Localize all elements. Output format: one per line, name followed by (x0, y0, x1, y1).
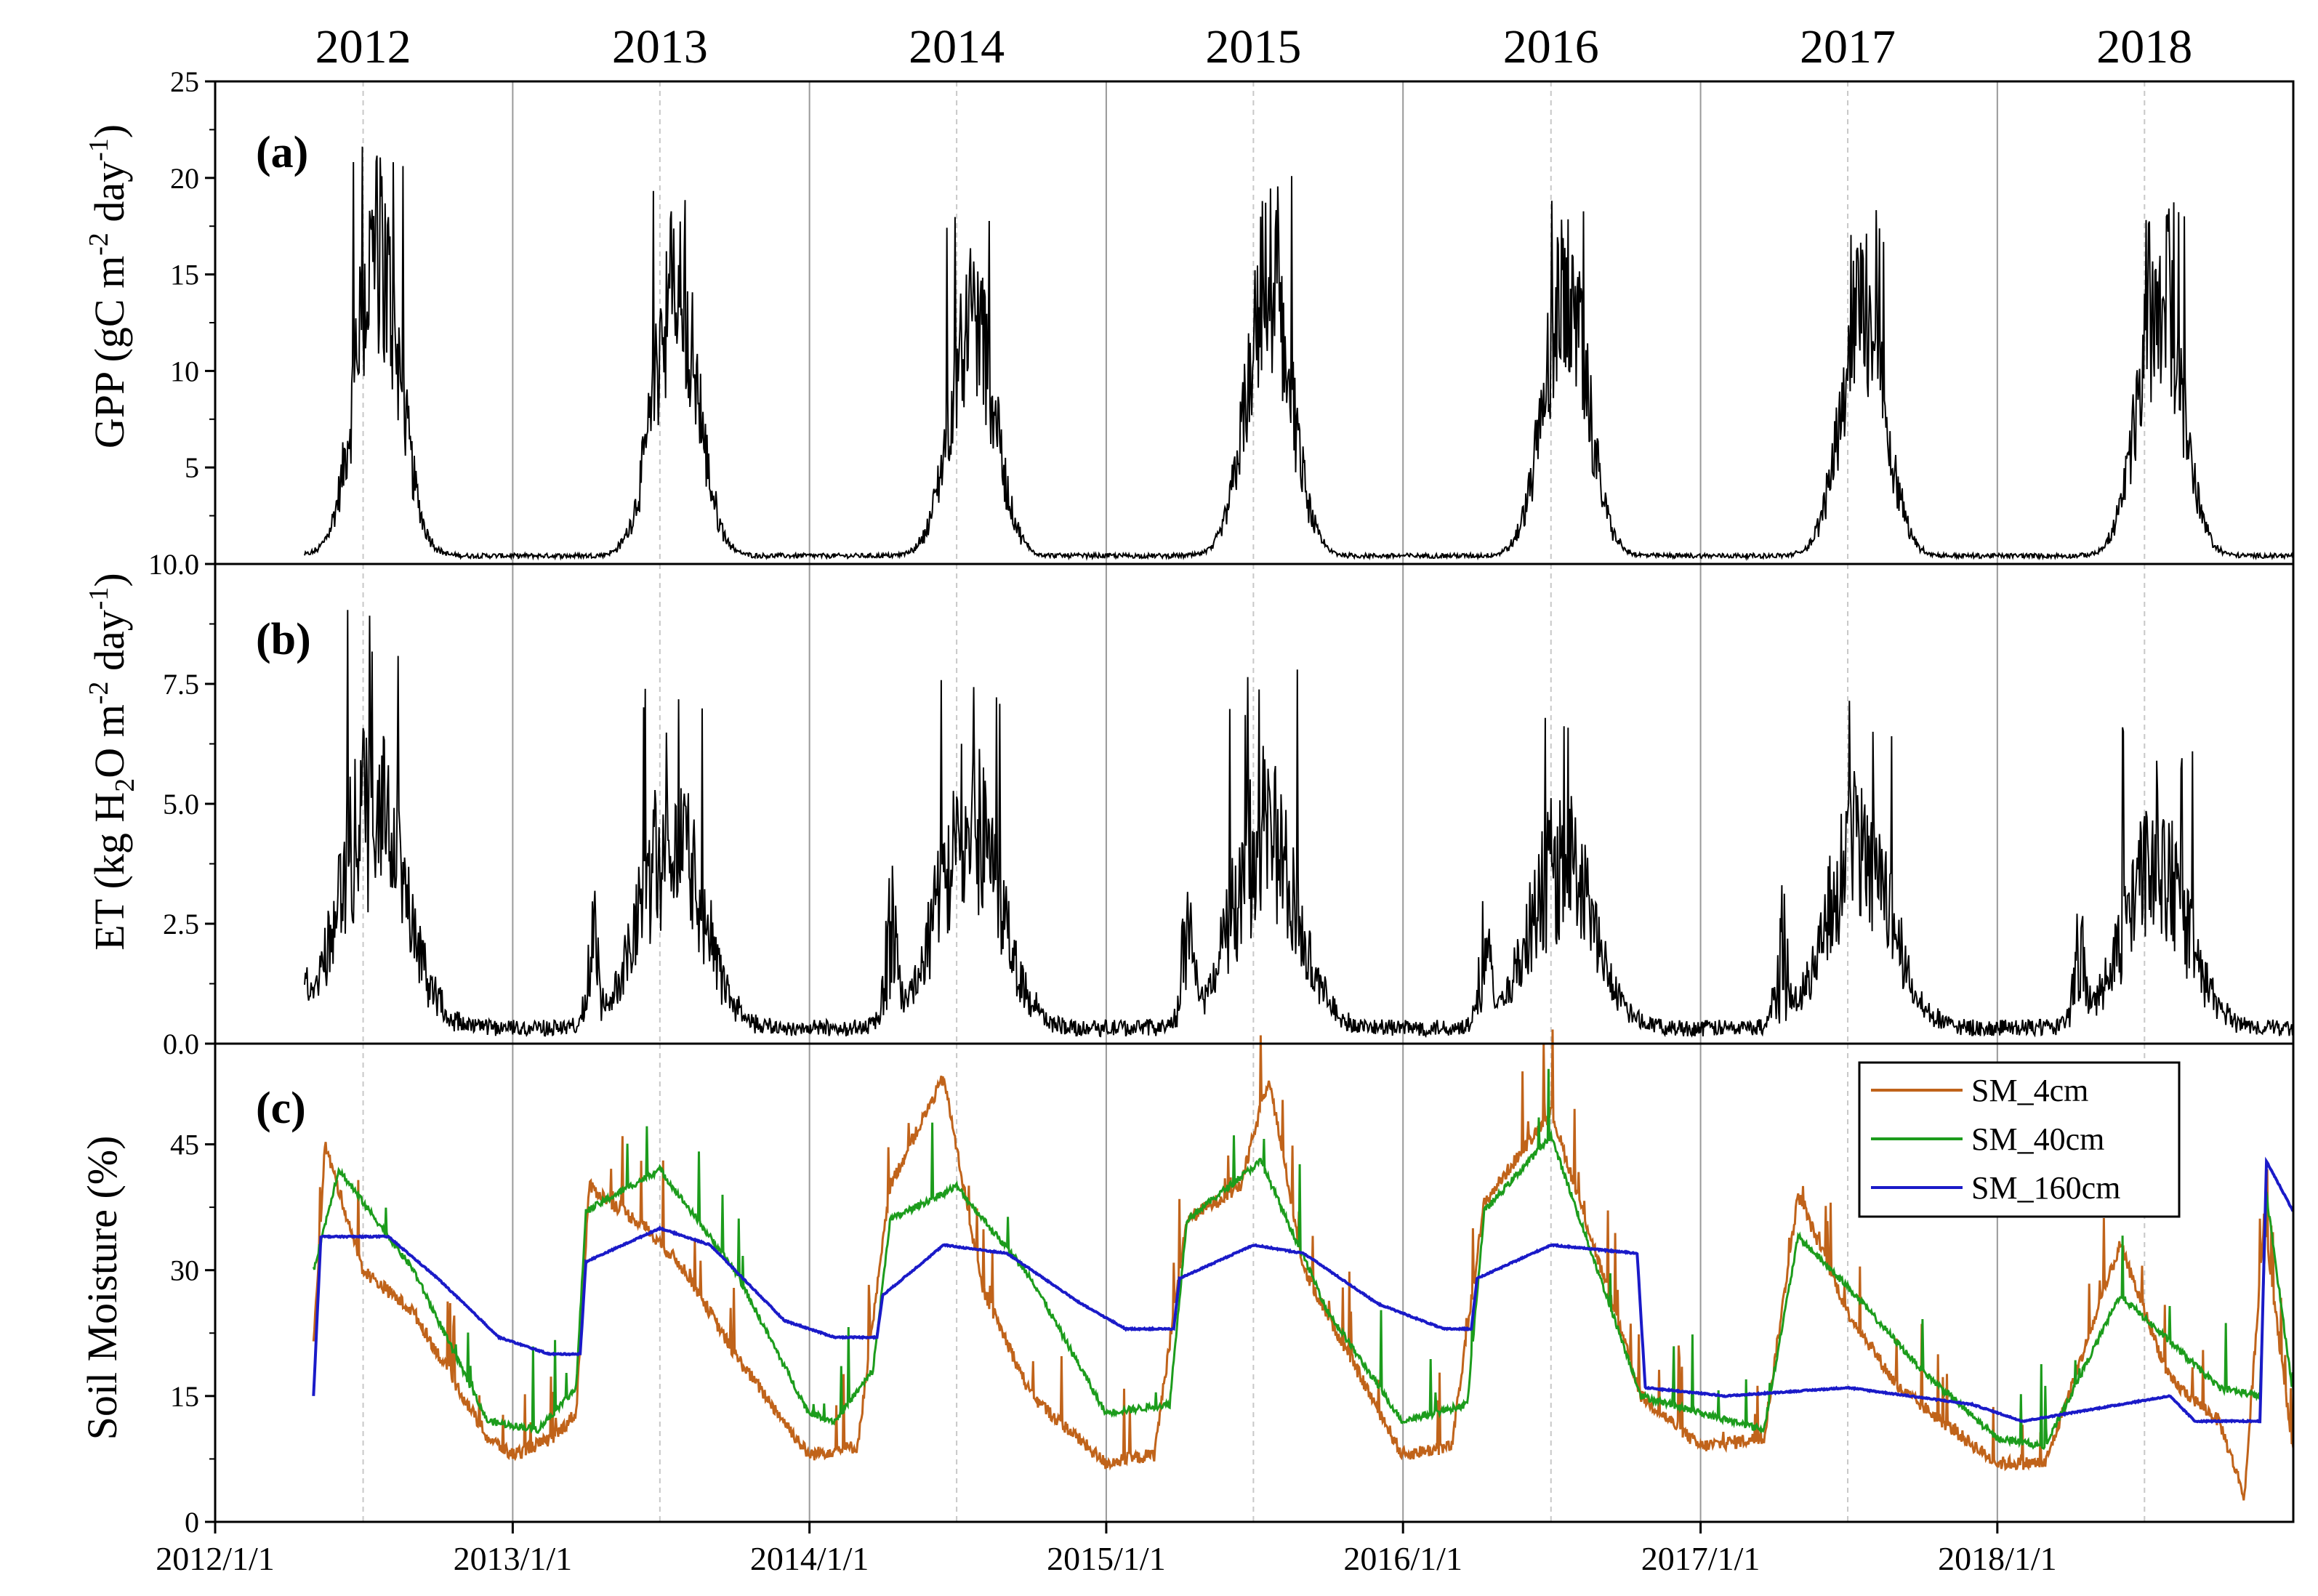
bottom-date-label: 2014/1/1 (750, 1540, 869, 1577)
gpp-y-tick-label: 25 (170, 65, 199, 98)
bottom-date-label: 2013/1/1 (454, 1540, 573, 1577)
sm-y-axis-label: Soil Moisture (%) (79, 1136, 126, 1440)
top-year-label: 2014 (909, 20, 1005, 73)
top-year-label: 2017 (1800, 20, 1896, 73)
et-y-tick-label: 10.0 (148, 548, 199, 581)
legend-label-sm-160cm: SM_160cm (1971, 1170, 2120, 1206)
panel-c-label: (c) (256, 1084, 306, 1133)
bottom-date-label: 2015/1/1 (1047, 1540, 1166, 1577)
gpp-y-tick-label: 20 (170, 162, 199, 195)
bottom-date-label: 2017/1/1 (1641, 1540, 1760, 1577)
bottom-date-label: 2016/1/1 (1343, 1540, 1462, 1577)
sm-y-tick-label: 45 (170, 1129, 199, 1161)
sm-series-line-sm-4cm (312, 1029, 2295, 1501)
panel-a-label: (a) (256, 128, 308, 177)
et-series-line (304, 610, 2294, 1039)
gpp-y-axis-label: GPP (gC m-2 day-1) (84, 124, 133, 448)
sm-y-tick-label: 0 (185, 1506, 199, 1539)
top-year-label: 2018 (2096, 20, 2192, 73)
top-year-label: 2012 (315, 20, 411, 73)
et-y-tick-label: 0.0 (163, 1028, 199, 1060)
gpp-y-tick-label: 0 (185, 548, 199, 581)
sm-y-tick-label: 15 (170, 1380, 199, 1413)
et-y-tick-label: 2.5 (163, 908, 199, 940)
panel-b-label: (b) (256, 615, 311, 664)
legend: SM_4cm SM_40cm SM_160cm (1858, 1061, 2181, 1218)
gpp-y-tick-label: 10 (170, 355, 199, 387)
et-y-axis-label: ET (kg H2O m-2 day-1) (84, 573, 140, 950)
et-y-tick-label: 7.5 (163, 668, 199, 701)
top-year-label: 2016 (1503, 20, 1599, 73)
gpp-y-tick-label: 15 (170, 259, 199, 291)
bottom-date-label: 2018/1/1 (1938, 1540, 2057, 1577)
gpp-y-tick-label: 5 (185, 451, 199, 484)
legend-label-sm-4cm: SM_4cm (1971, 1073, 2088, 1108)
et-y-tick-label: 5.0 (163, 788, 199, 821)
data-layer (304, 146, 2295, 1501)
top-year-label: 2013 (612, 20, 708, 73)
frame-layer (205, 80, 2295, 1533)
legend-label-sm-40cm: SM_40cm (1971, 1121, 2104, 1157)
grid-layer (362, 81, 2146, 1522)
sm-y-tick-label: 30 (170, 1254, 199, 1287)
gpp-series-line (304, 146, 2294, 561)
bottom-date-label: 2012/1/1 (156, 1540, 275, 1577)
top-year-label: 2015 (1205, 20, 1301, 73)
panel-frame (214, 1042, 2295, 1523)
sm-series-line-sm-160cm (312, 1156, 2295, 1424)
